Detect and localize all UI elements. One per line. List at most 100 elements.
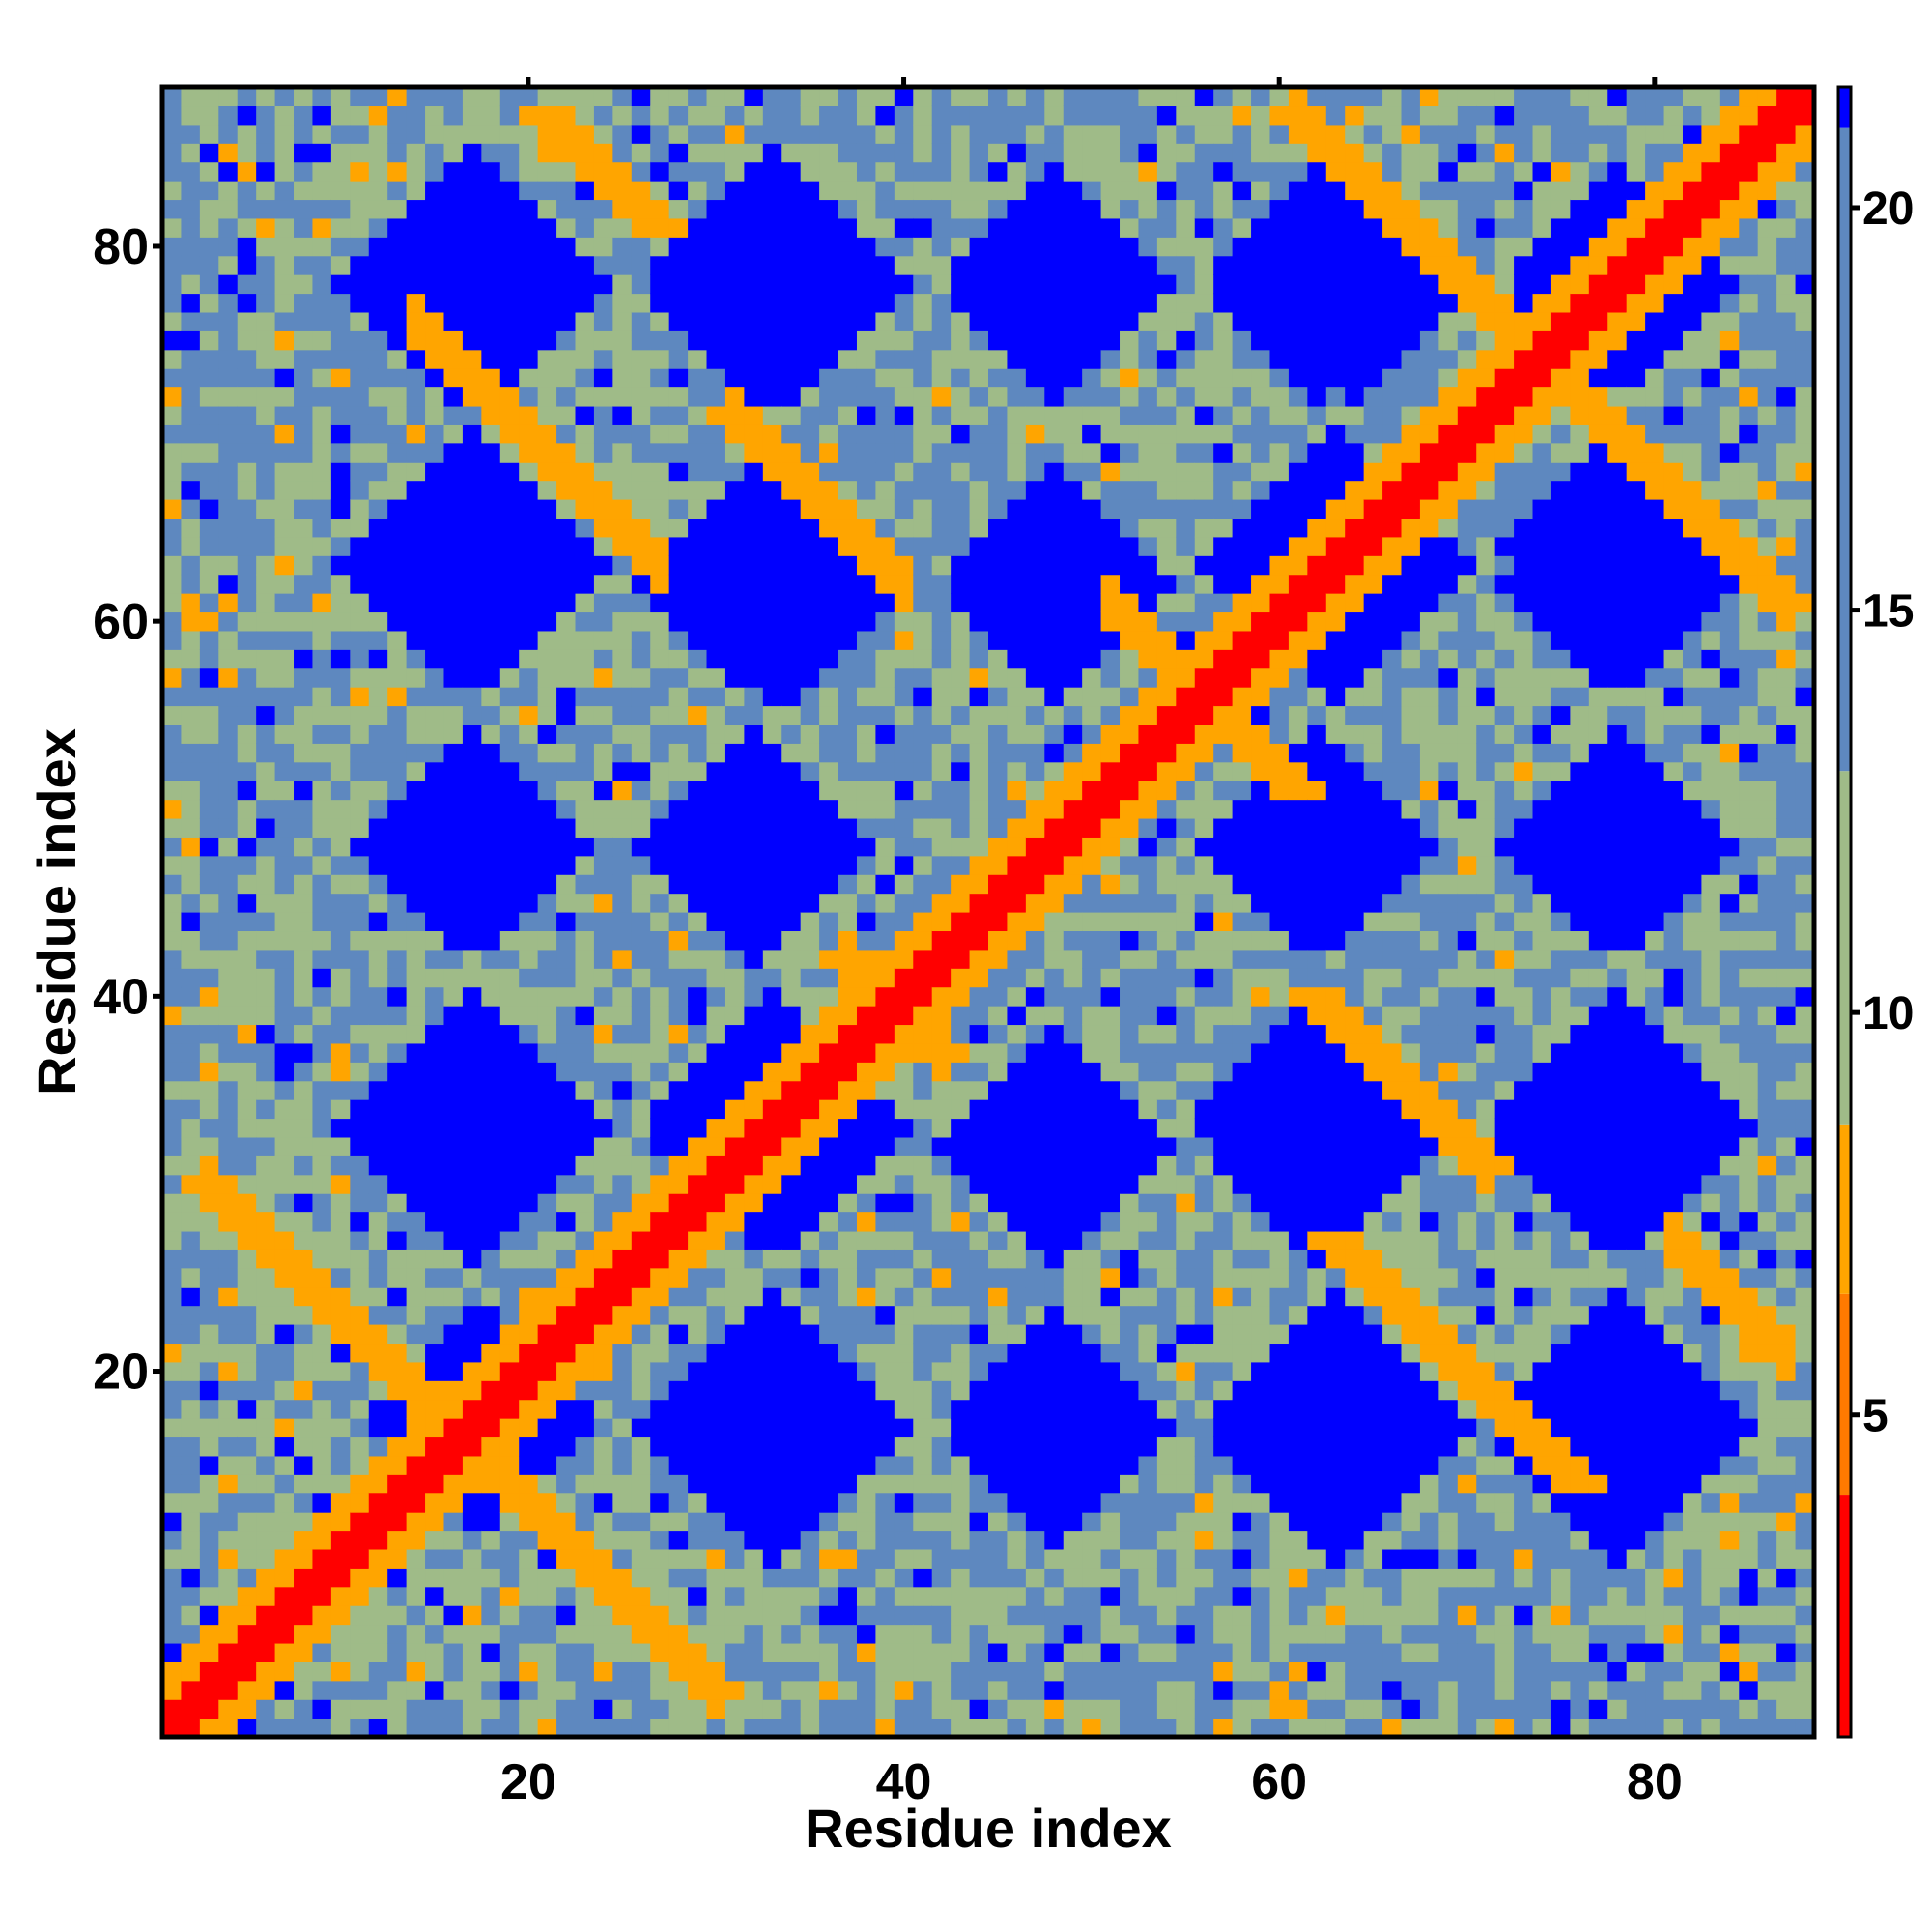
heatmap-cell bbox=[1176, 442, 1196, 463]
heatmap-cell bbox=[406, 1136, 426, 1156]
heatmap-cell bbox=[274, 1474, 295, 1494]
heatmap-cell bbox=[387, 1099, 408, 1120]
heatmap-cell bbox=[481, 893, 501, 913]
heatmap-cell bbox=[819, 1006, 839, 1026]
heatmap-cell bbox=[499, 1718, 520, 1738]
heatmap-cell bbox=[650, 1605, 670, 1626]
heatmap-cell bbox=[819, 986, 839, 1007]
heatmap-cell bbox=[406, 1680, 426, 1700]
heatmap-cell bbox=[931, 817, 952, 838]
heatmap-cell bbox=[575, 536, 595, 556]
heatmap-cell bbox=[688, 555, 708, 576]
heatmap-cell bbox=[443, 518, 464, 538]
heatmap-cell bbox=[1176, 293, 1196, 313]
heatmap-cell bbox=[181, 1099, 201, 1120]
heatmap-cell bbox=[894, 837, 914, 857]
heatmap-cell bbox=[1156, 1006, 1177, 1026]
heatmap-cell bbox=[931, 668, 952, 688]
heatmap-cell bbox=[1120, 424, 1140, 444]
heatmap-cell bbox=[575, 649, 595, 669]
heatmap-cell bbox=[181, 781, 201, 801]
heatmap-cell bbox=[350, 1230, 370, 1250]
heatmap-cell bbox=[256, 949, 276, 969]
heatmap-cell bbox=[781, 1474, 802, 1494]
heatmap-cell bbox=[1120, 1605, 1140, 1626]
heatmap-cell bbox=[350, 1099, 370, 1120]
heatmap-cell bbox=[537, 217, 557, 238]
heatmap-cell bbox=[593, 1699, 613, 1719]
heatmap-cell bbox=[1156, 968, 1177, 988]
heatmap-cell bbox=[350, 1305, 370, 1325]
heatmap-cell bbox=[1213, 668, 1234, 688]
heatmap-cell bbox=[951, 1436, 971, 1457]
heatmap-cell bbox=[781, 1211, 802, 1232]
heatmap-cell bbox=[744, 405, 764, 425]
heatmap-cell bbox=[274, 1324, 295, 1345]
heatmap-cell bbox=[913, 837, 933, 857]
heatmap-cell bbox=[312, 1718, 332, 1738]
heatmap-cell bbox=[1044, 555, 1065, 576]
heatmap-cell bbox=[819, 1324, 839, 1345]
heatmap-cell bbox=[350, 1436, 370, 1457]
heatmap-cell bbox=[706, 143, 726, 163]
heatmap-cell bbox=[237, 799, 257, 819]
heatmap-cell bbox=[387, 143, 408, 163]
heatmap-cell bbox=[481, 1418, 501, 1438]
heatmap-cell bbox=[1194, 1211, 1214, 1232]
heatmap-cell bbox=[350, 518, 370, 538]
heatmap-cell bbox=[368, 1193, 388, 1213]
heatmap-cell bbox=[462, 743, 482, 763]
heatmap-cell bbox=[1082, 518, 1102, 538]
heatmap-cell bbox=[631, 1586, 651, 1606]
heatmap-cell bbox=[425, 199, 445, 219]
heatmap-cell bbox=[162, 349, 183, 369]
heatmap-cell bbox=[1213, 536, 1234, 556]
heatmap-cell bbox=[894, 968, 914, 988]
heatmap-cell bbox=[593, 217, 613, 238]
heatmap-cell bbox=[350, 1042, 370, 1063]
heatmap-cell bbox=[1100, 1193, 1121, 1213]
heatmap-cell bbox=[1007, 1568, 1027, 1588]
heatmap-cell bbox=[330, 1680, 351, 1700]
heatmap-cell bbox=[913, 518, 933, 538]
heatmap-cell bbox=[1176, 649, 1196, 669]
heatmap-cell bbox=[406, 1436, 426, 1457]
heatmap-cell bbox=[688, 912, 708, 932]
heatmap-cell bbox=[1007, 574, 1027, 594]
heatmap-cell bbox=[1007, 143, 1027, 163]
heatmap-cell bbox=[1213, 1099, 1234, 1120]
heatmap-cell bbox=[894, 1361, 914, 1381]
heatmap-cell bbox=[951, 1530, 971, 1550]
heatmap-cell bbox=[499, 1642, 520, 1662]
heatmap-cell bbox=[931, 1605, 952, 1626]
heatmap-cell bbox=[762, 1380, 782, 1401]
heatmap-cell bbox=[274, 349, 295, 369]
heatmap-cell bbox=[537, 705, 557, 725]
heatmap-cell bbox=[781, 1099, 802, 1120]
heatmap-cell bbox=[1100, 1548, 1121, 1569]
heatmap-cell bbox=[951, 949, 971, 969]
heatmap-cell bbox=[612, 105, 633, 126]
heatmap-cell bbox=[781, 1042, 802, 1063]
heatmap-cell bbox=[593, 799, 613, 819]
heatmap-cell bbox=[931, 217, 952, 238]
heatmap-cell bbox=[1007, 499, 1027, 520]
heatmap-cell bbox=[1007, 1680, 1027, 1700]
heatmap-cell bbox=[744, 1024, 764, 1044]
heatmap-cell bbox=[969, 349, 989, 369]
heatmap-cell bbox=[350, 1399, 370, 1419]
heatmap-cell bbox=[575, 1662, 595, 1682]
heatmap-cell bbox=[762, 87, 782, 107]
heatmap-cell bbox=[1194, 1099, 1214, 1120]
heatmap-cell bbox=[894, 1118, 914, 1138]
heatmap-cell bbox=[931, 368, 952, 388]
heatmap-cell bbox=[1063, 837, 1083, 857]
heatmap-cell bbox=[481, 1174, 501, 1194]
heatmap-cell bbox=[951, 293, 971, 313]
heatmap-cell bbox=[443, 462, 464, 482]
heatmap-cell bbox=[875, 611, 895, 632]
heatmap-cell bbox=[1138, 1080, 1158, 1100]
heatmap-cell bbox=[350, 311, 370, 331]
heatmap-cell bbox=[1082, 630, 1102, 650]
heatmap-cell bbox=[368, 761, 388, 781]
